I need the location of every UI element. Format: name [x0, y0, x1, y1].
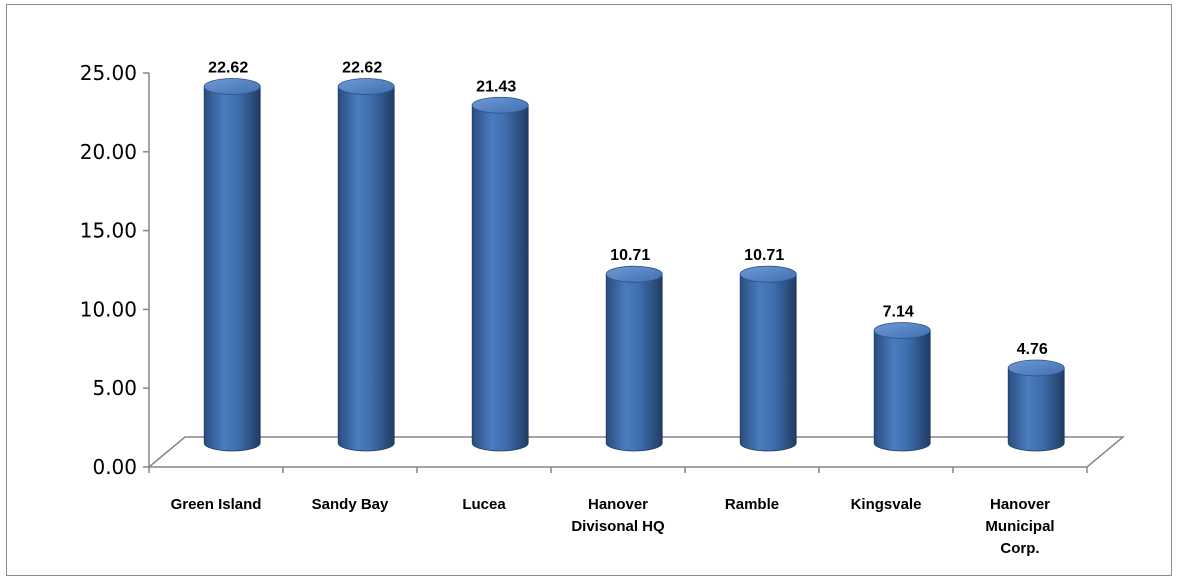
- chart-frame: 0.00 5.00 10.00 15.00 20.00 25.00 22.62 Green I…: [6, 4, 1172, 576]
- data-label: 21.43: [476, 78, 516, 95]
- y-tick-label: 20.00: [80, 140, 137, 164]
- data-label: 10.71: [744, 247, 784, 264]
- bars: [203, 78, 1065, 452]
- bar: [873, 322, 931, 452]
- bar-body: [337, 86, 395, 452]
- data-label: 4.76: [1017, 341, 1048, 358]
- x-tick-label: Lucea: [462, 496, 506, 513]
- x-tick-label: Kingsvale: [851, 496, 922, 513]
- bar-body: [605, 273, 663, 452]
- y-tick-label: 25.00: [80, 61, 137, 85]
- x-tick-label: Sandy Bay: [312, 496, 389, 513]
- bar: [471, 96, 529, 452]
- axes: [143, 72, 1126, 473]
- bar-body: [873, 330, 931, 452]
- bar: [739, 265, 797, 452]
- bar-body: [471, 104, 529, 452]
- bar-top: [1007, 359, 1065, 377]
- x-tick-label: Hanover: [990, 496, 1050, 513]
- x-tick-label: Municipal: [985, 518, 1054, 535]
- y-tick-label: 5.00: [92, 376, 137, 400]
- bar-top: [739, 265, 797, 283]
- y-tick-label: 0.00: [92, 455, 137, 479]
- bar-body: [739, 273, 797, 452]
- x-tick-label: Green Island: [171, 496, 262, 513]
- data-label: 22.62: [208, 60, 248, 77]
- bar-top: [471, 96, 529, 114]
- data-label: 10.71: [610, 247, 650, 264]
- x-tick-label: Ramble: [725, 496, 779, 513]
- chart-floor: [148, 436, 1126, 468]
- data-label: 7.14: [883, 303, 914, 320]
- x-tick-label: Divisonal HQ: [571, 518, 665, 535]
- bar-top: [203, 78, 261, 95]
- bar: [605, 265, 663, 452]
- bar-top: [337, 78, 395, 95]
- bar: [203, 78, 261, 452]
- bar-chart: 0.00 5.00 10.00 15.00 20.00 25.00 22.62 Green I…: [80, 60, 1126, 557]
- x-tick-label: Corp.: [1000, 540, 1039, 557]
- x-tick-label: Hanover: [588, 496, 648, 513]
- bar: [1007, 359, 1065, 452]
- bar-body: [1007, 367, 1065, 452]
- bar-top: [605, 265, 663, 283]
- bar: [337, 78, 395, 452]
- bar-top: [873, 322, 931, 339]
- labels: 0.00 5.00 10.00 15.00 20.00 25.00 22.62 Green I…: [80, 60, 1055, 557]
- y-tick-label: 15.00: [80, 219, 137, 243]
- data-label: 22.62: [342, 60, 382, 77]
- bar-body: [203, 86, 261, 452]
- y-tick-label: 10.00: [80, 297, 137, 321]
